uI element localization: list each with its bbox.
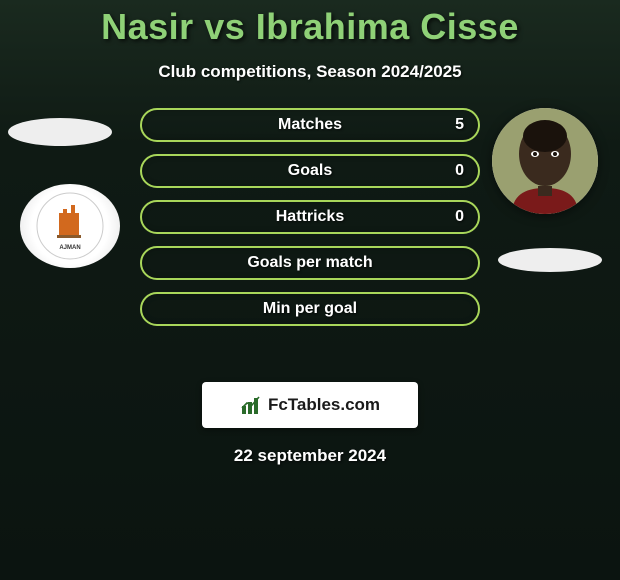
stat-row-goals-per-match: Goals per match <box>140 246 480 280</box>
stat-right-value: 0 <box>455 208 464 226</box>
left-player-ellipse <box>8 118 112 146</box>
stat-right-value: 5 <box>455 116 464 134</box>
fctables-logo-icon <box>240 394 262 416</box>
svg-text:AJMAN: AJMAN <box>59 245 80 251</box>
stat-label: Hattricks <box>142 208 478 226</box>
brand-name: FcTables.com <box>268 395 380 415</box>
date-line: 22 september 2024 <box>0 446 620 466</box>
stat-row-matches: Matches5 <box>140 108 480 142</box>
right-player-photo <box>492 108 598 214</box>
brand-box[interactable]: FcTables.com <box>202 382 418 428</box>
stat-right-value: 0 <box>455 162 464 180</box>
right-player-ellipse <box>498 248 602 272</box>
subtitle: Club competitions, Season 2024/2025 <box>0 62 620 82</box>
stat-label: Matches <box>142 116 478 134</box>
title-text: Nasir vs Ibrahima Cisse <box>101 6 519 47</box>
stat-label: Goals per match <box>142 254 478 272</box>
ajman-crest-icon: AJMAN <box>35 191 105 261</box>
comparison-content: AJMAN Matches5Goals0Hattricks0Goals per … <box>0 108 620 368</box>
stat-label: Goals <box>142 162 478 180</box>
page-title: Nasir vs Ibrahima Cisse <box>0 0 620 48</box>
stat-row-min-per-goal: Min per goal <box>140 292 480 326</box>
stat-bars: Matches5Goals0Hattricks0Goals per matchM… <box>140 108 480 338</box>
stat-row-goals: Goals0 <box>140 154 480 188</box>
stat-row-hattricks: Hattricks0 <box>140 200 480 234</box>
player-face-icon <box>492 108 598 214</box>
stat-label: Min per goal <box>142 300 478 318</box>
ajman-logo: AJMAN <box>20 184 120 268</box>
left-club-logo: AJMAN <box>20 184 120 268</box>
